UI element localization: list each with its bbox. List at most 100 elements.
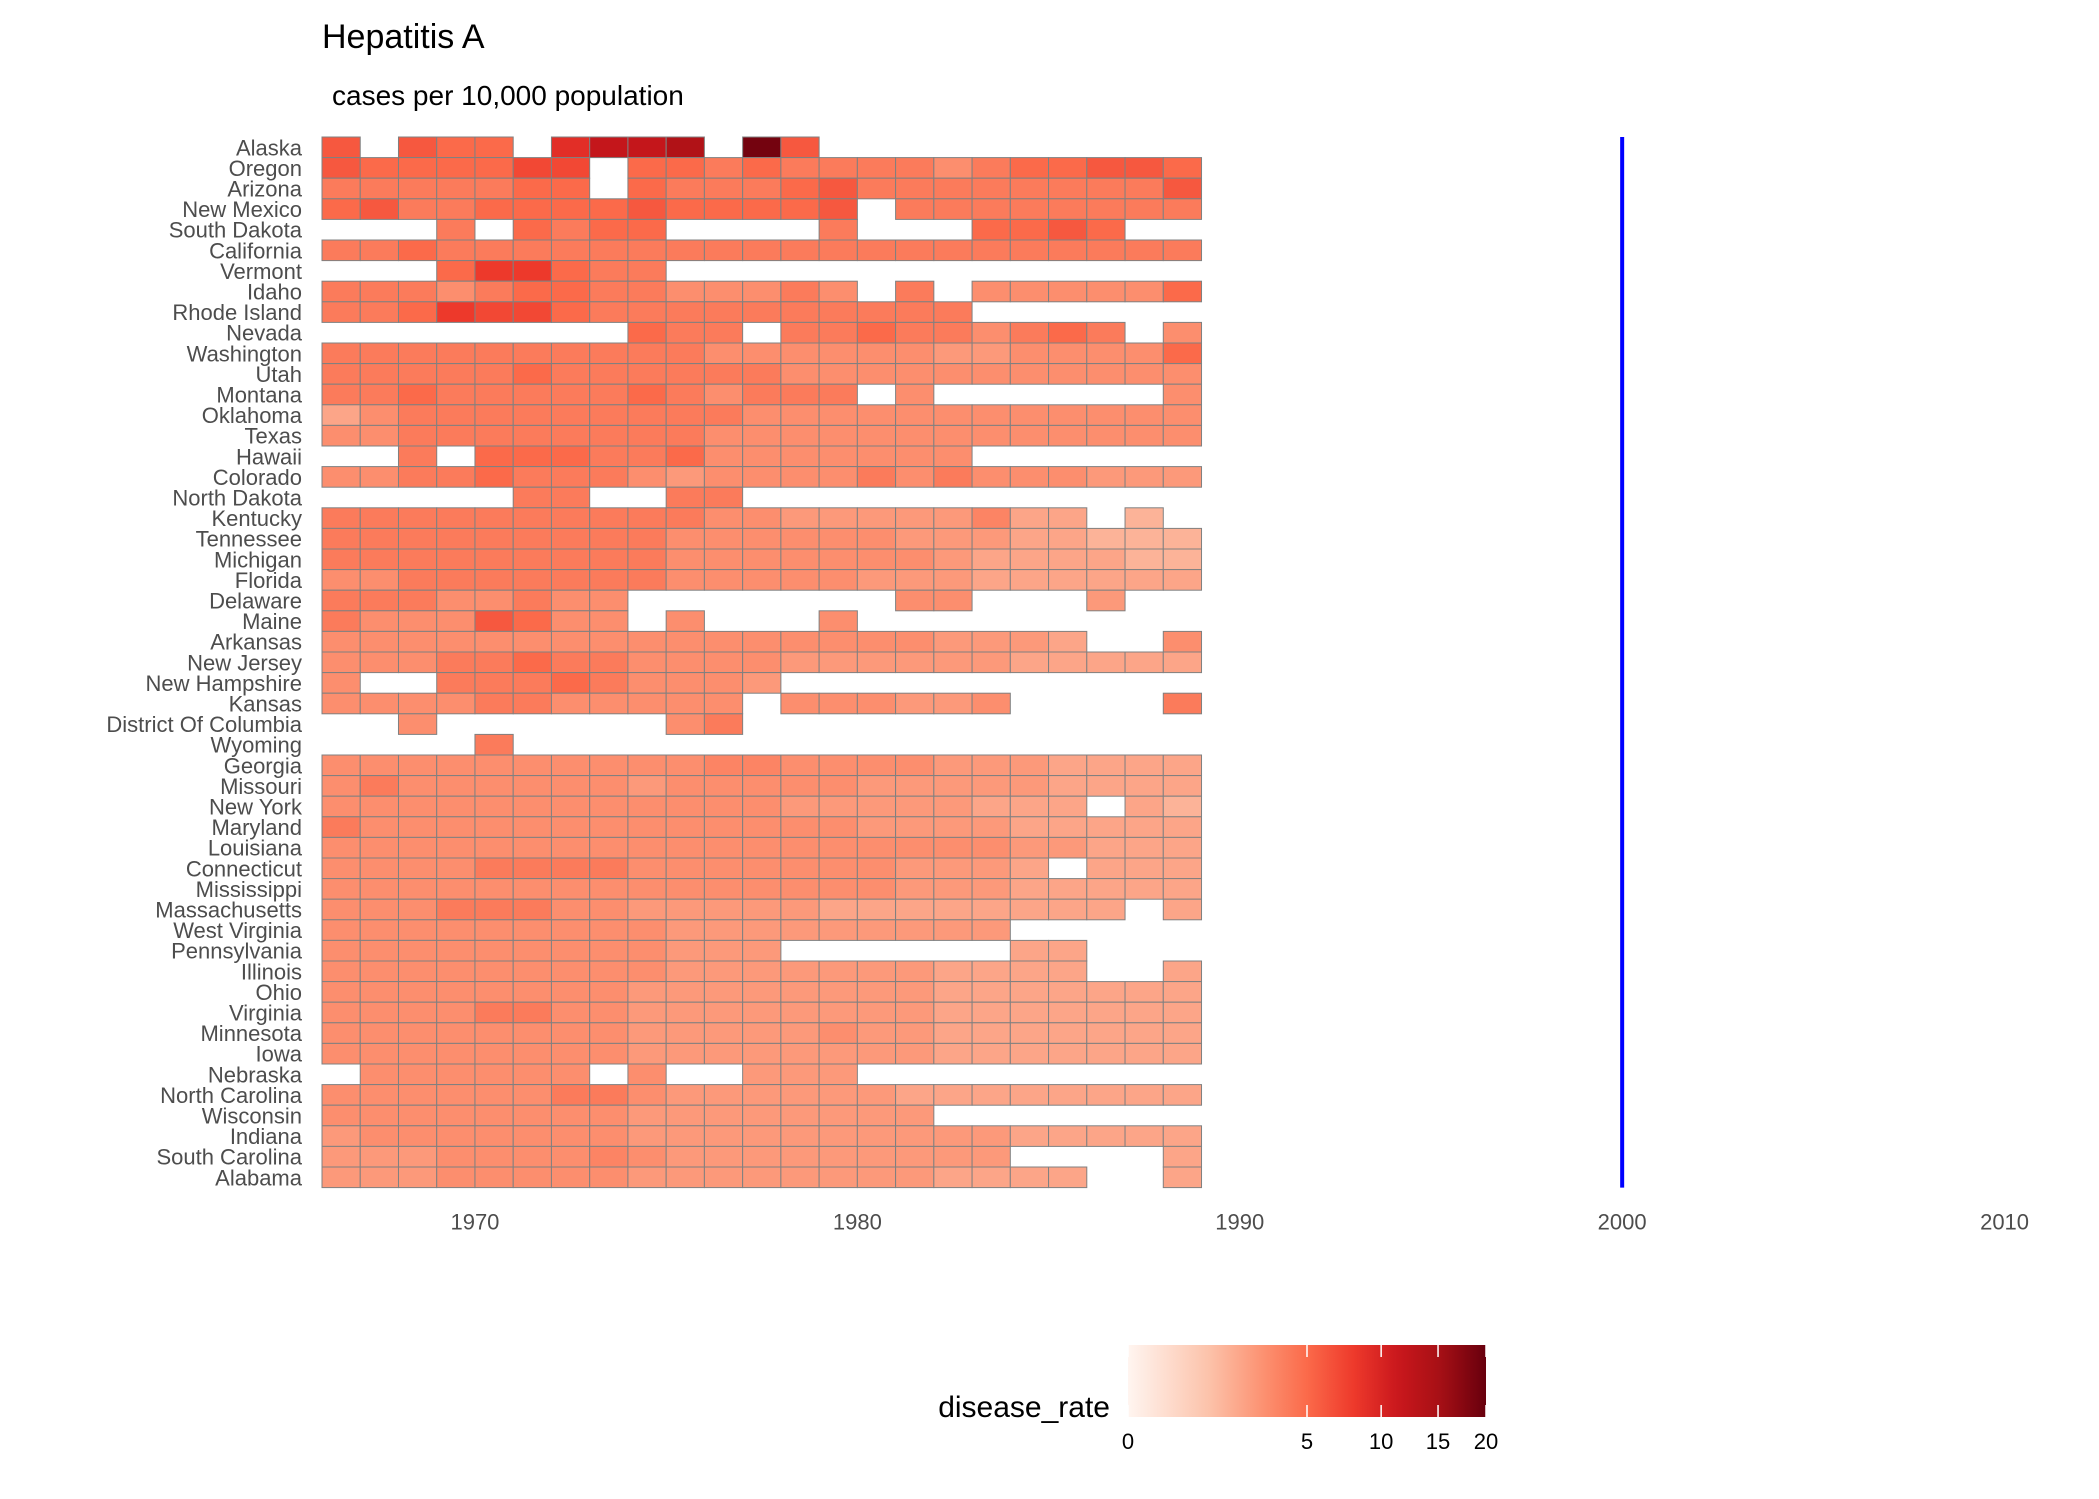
- heatmap-cell: [359, 836, 399, 859]
- heatmap-cell: [742, 816, 782, 838]
- heatmap-cell: [397, 610, 438, 632]
- heatmap-cell: [971, 630, 1011, 653]
- heatmap-cell: [1086, 651, 1126, 674]
- heatmap-cell: [627, 239, 667, 262]
- heatmap-cell: [703, 878, 744, 900]
- heatmap-cell: [933, 548, 973, 571]
- heatmap-cell: [1086, 898, 1126, 921]
- heatmap-cell: [359, 981, 399, 1003]
- heatmap-cell: [933, 239, 973, 262]
- heatmap-cell: [550, 1166, 591, 1189]
- heatmap-cell: [742, 775, 782, 797]
- heatmap-cell: [550, 589, 591, 612]
- heatmap-cell: [436, 1125, 476, 1147]
- heatmap-cell: [321, 857, 361, 880]
- heatmap-cell: [665, 383, 705, 406]
- heatmap-cell: [1009, 280, 1050, 303]
- heatmap-cell: [703, 383, 744, 406]
- heatmap-cell: [436, 1063, 476, 1086]
- heatmap-cell: [1048, 775, 1088, 797]
- heatmap-cell: [321, 630, 361, 653]
- heatmap-cell: [1124, 466, 1164, 488]
- heatmap-cell: [856, 898, 897, 921]
- heatmap-cell: [397, 1104, 438, 1127]
- heatmap-cell: [436, 218, 476, 241]
- heatmap-cell: [589, 919, 629, 941]
- heatmap-cell: [665, 857, 705, 880]
- state-label: Ohio: [256, 980, 302, 1005]
- heatmap-cell: [1009, 1166, 1050, 1189]
- heatmap-cell: [742, 1145, 782, 1168]
- heatmap-cell: [589, 1125, 629, 1147]
- heatmap-cell: [512, 816, 552, 838]
- heatmap-cell: [589, 445, 629, 468]
- heatmap-cell: [1009, 775, 1050, 797]
- heatmap-cell: [856, 466, 897, 488]
- heatmap-cell: [933, 198, 973, 220]
- heatmap-cell: [1162, 878, 1203, 900]
- heatmap-cell: [397, 857, 438, 880]
- heatmap-cell: [818, 1166, 858, 1189]
- heatmap-cell: [933, 589, 973, 612]
- heatmap-cell: [818, 1104, 858, 1127]
- heatmap-cell: [933, 898, 973, 921]
- heatmap-cell: [627, 919, 667, 941]
- heatmap-cell: [474, 692, 514, 715]
- heatmap-cell: [933, 1084, 973, 1106]
- heatmap-cell: [780, 960, 820, 983]
- heatmap-cell: [1048, 939, 1088, 962]
- heatmap-cell: [742, 672, 782, 694]
- heatmap-cell: [818, 1022, 858, 1044]
- heatmap-cell: [627, 342, 667, 365]
- heatmap-cell: [1048, 651, 1088, 674]
- heatmap-cell: [1009, 404, 1050, 426]
- heatmap-cell: [780, 651, 820, 674]
- heatmap-cell: [703, 898, 744, 921]
- heatmap-cell: [474, 342, 514, 365]
- heatmap-cell: [703, 1145, 744, 1168]
- heatmap-cell: [1009, 177, 1050, 200]
- heatmap-cell: [780, 1042, 820, 1065]
- heatmap-cell: [397, 1145, 438, 1168]
- heatmap-cell: [627, 424, 667, 447]
- heatmap-cell: [703, 1022, 744, 1044]
- heatmap-cell: [856, 754, 897, 777]
- heatmap-cell: [1162, 1084, 1203, 1106]
- heatmap-cell: [359, 527, 399, 550]
- state-label: Wyoming: [211, 733, 303, 758]
- heatmap-cell: [742, 898, 782, 921]
- heatmap-cell: [321, 548, 361, 571]
- heatmap-cell: [1086, 177, 1126, 200]
- heatmap-cell: [359, 280, 399, 303]
- heatmap-cell: [512, 1022, 552, 1044]
- heatmap-cell: [550, 630, 591, 653]
- heatmap-cell: [895, 507, 935, 529]
- heatmap-cell: [818, 1084, 858, 1106]
- heatmap-cell: [742, 466, 782, 488]
- heatmap-cell: [1124, 569, 1164, 591]
- heatmap-cell: [665, 507, 705, 529]
- heatmap-cell: [627, 651, 667, 674]
- heatmap-cell: [818, 981, 858, 1003]
- heatmap-cell: [1086, 878, 1126, 900]
- heatmap-cell: [1009, 157, 1050, 179]
- heatmap-cell: [1162, 424, 1203, 447]
- heatmap-cell: [818, 754, 858, 777]
- heatmap-cell: [780, 198, 820, 220]
- heatmap-cell: [818, 816, 858, 838]
- heatmap-cell: [1086, 1001, 1126, 1024]
- heatmap-cell: [933, 836, 973, 859]
- heatmap-cell: [665, 960, 705, 983]
- heatmap-cell: [1009, 630, 1050, 653]
- heatmap-cell: [474, 898, 514, 921]
- heatmap-cell: [359, 610, 399, 632]
- heatmap-cell: [971, 424, 1011, 447]
- heatmap-cell: [1162, 1042, 1203, 1065]
- heatmap-cell: [856, 1125, 897, 1147]
- heatmap-cell: [665, 713, 705, 735]
- heatmap-cell: [665, 898, 705, 921]
- heatmap-cell: [589, 960, 629, 983]
- heatmap-cell: [856, 1022, 897, 1044]
- heatmap-cell: [397, 1022, 438, 1044]
- state-label: Nevada: [226, 321, 303, 346]
